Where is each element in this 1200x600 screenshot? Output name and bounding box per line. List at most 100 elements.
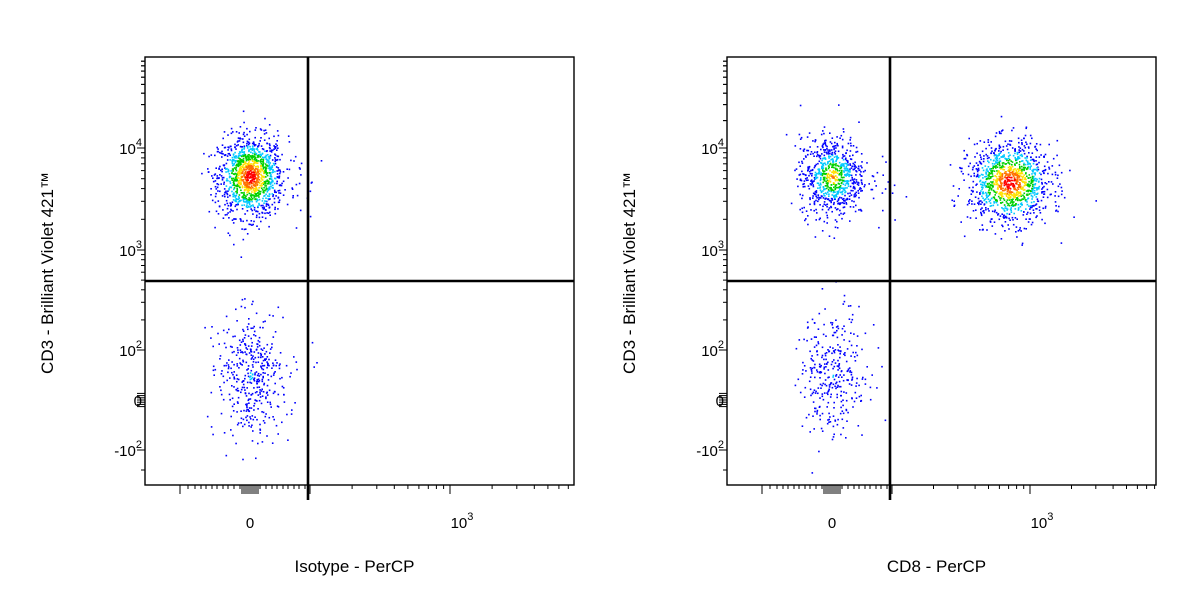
event-dot bbox=[252, 361, 255, 363]
event-dot bbox=[237, 137, 240, 139]
event-dot bbox=[253, 162, 256, 165]
event-dot bbox=[1036, 163, 1039, 165]
event-dot bbox=[1038, 172, 1041, 174]
event-dot bbox=[256, 214, 258, 217]
event-dot bbox=[268, 188, 271, 191]
event-dot bbox=[968, 202, 970, 204]
event-dot bbox=[1020, 175, 1023, 178]
event-dot bbox=[247, 372, 249, 375]
event-dot bbox=[821, 208, 824, 211]
event-dot bbox=[232, 177, 235, 180]
event-dot bbox=[1022, 198, 1025, 200]
event-dot bbox=[827, 393, 829, 396]
event-dot bbox=[238, 132, 240, 134]
event-dot bbox=[859, 187, 861, 189]
event-dot bbox=[1058, 205, 1060, 208]
event-dot bbox=[825, 182, 828, 185]
event-dot bbox=[266, 435, 268, 437]
event-dot bbox=[239, 126, 242, 128]
event-dot bbox=[881, 365, 883, 368]
event-dot bbox=[989, 202, 992, 204]
event-dot bbox=[267, 159, 269, 162]
event-dot bbox=[258, 202, 260, 205]
event-dot bbox=[875, 185, 877, 187]
event-dot bbox=[269, 162, 271, 164]
event-dot bbox=[838, 202, 840, 204]
event-dot bbox=[836, 136, 838, 138]
event-dot bbox=[838, 380, 841, 383]
event-dot bbox=[990, 141, 992, 143]
event-dot bbox=[859, 173, 861, 176]
event-dot bbox=[836, 423, 839, 426]
event-dot bbox=[217, 148, 219, 150]
event-dot bbox=[816, 146, 819, 148]
event-dot bbox=[222, 153, 224, 155]
event-dot bbox=[816, 413, 818, 415]
event-dot bbox=[271, 149, 273, 151]
event-dot bbox=[1009, 165, 1011, 168]
event-dot bbox=[250, 163, 252, 165]
event-dot bbox=[814, 407, 817, 410]
event-dot bbox=[228, 393, 231, 396]
event-dot bbox=[248, 185, 250, 188]
event-dot bbox=[1060, 171, 1063, 174]
event-dot bbox=[268, 166, 271, 168]
event-dot bbox=[244, 306, 246, 309]
event-dot bbox=[999, 215, 1002, 217]
event-dot bbox=[267, 379, 270, 381]
event-dot bbox=[814, 392, 817, 394]
event-dot bbox=[273, 145, 275, 147]
event-dot bbox=[1057, 174, 1059, 177]
event-dot bbox=[1036, 149, 1038, 152]
event-dot bbox=[225, 191, 227, 194]
event-dot bbox=[264, 150, 266, 152]
event-dot bbox=[1044, 153, 1047, 156]
event-dot bbox=[254, 151, 256, 154]
event-dot bbox=[1007, 193, 1010, 196]
event-dot bbox=[240, 417, 243, 420]
event-dot bbox=[1015, 199, 1017, 201]
event-dot bbox=[1007, 187, 1010, 190]
event-dot bbox=[845, 182, 847, 185]
event-dot bbox=[255, 172, 258, 175]
event-dot bbox=[1033, 172, 1036, 174]
event-dot bbox=[1010, 176, 1012, 179]
event-dot bbox=[812, 140, 814, 142]
event-dot bbox=[842, 131, 845, 133]
event-dot bbox=[1023, 145, 1026, 147]
event-dot bbox=[276, 173, 279, 175]
event-dot bbox=[818, 160, 821, 163]
event-dot bbox=[233, 162, 236, 165]
event-dot bbox=[271, 180, 273, 183]
event-dot bbox=[253, 409, 255, 411]
event-dot bbox=[236, 365, 239, 367]
event-dot bbox=[256, 184, 258, 186]
event-dot bbox=[254, 144, 257, 146]
event-dot bbox=[1025, 141, 1027, 144]
event-dot bbox=[1036, 178, 1038, 181]
event-dot bbox=[237, 162, 240, 165]
event-dot bbox=[281, 385, 284, 388]
event-dot bbox=[1038, 206, 1041, 208]
event-dot bbox=[225, 454, 228, 457]
event-dot bbox=[976, 152, 978, 155]
event-dot bbox=[217, 200, 220, 202]
event-dot bbox=[252, 194, 254, 196]
event-dot bbox=[274, 371, 276, 373]
event-dot bbox=[247, 399, 250, 402]
event-dot bbox=[248, 142, 251, 145]
event-dot bbox=[255, 162, 257, 164]
event-dot bbox=[801, 197, 803, 200]
event-dot bbox=[275, 364, 277, 367]
event-dot bbox=[845, 152, 847, 155]
event-dot bbox=[802, 369, 804, 371]
event-dot bbox=[271, 442, 274, 444]
event-dot bbox=[995, 175, 998, 178]
event-dot bbox=[241, 185, 244, 187]
event-dot bbox=[265, 170, 267, 172]
event-dot bbox=[1042, 196, 1045, 198]
event-dot bbox=[812, 184, 814, 186]
event-dot bbox=[1030, 205, 1032, 207]
event-dot bbox=[840, 433, 842, 436]
event-dot bbox=[294, 155, 297, 158]
